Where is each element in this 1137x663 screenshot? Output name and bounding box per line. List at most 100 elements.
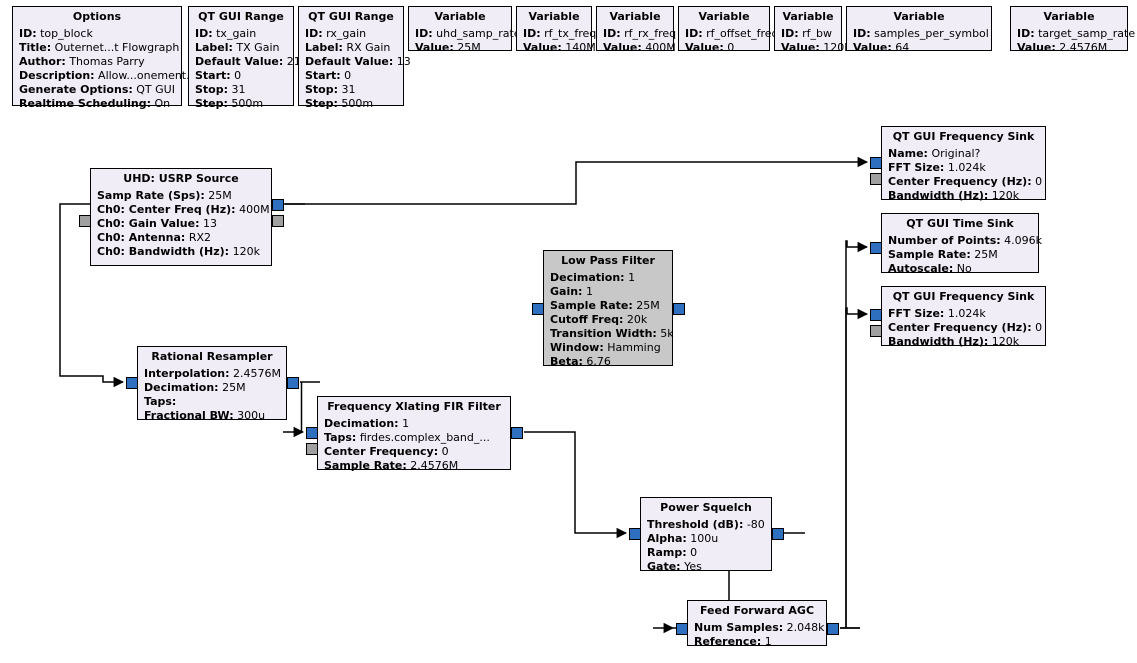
param-key: Value: [603,41,642,54]
block-title: Frequency Xlating FIR Filter [318,397,510,415]
block-xlat[interactable]: Frequency Xlating FIR Filter Decimation: … [317,396,511,470]
block-rx_gain[interactable]: QT GUI RangeID: rx_gainLabel: RX GainDef… [298,6,404,106]
param-row: Alpha: 100u [647,532,765,546]
block-tx_gain[interactable]: QT GUI RangeID: tx_gainLabel: TX GainDef… [188,6,294,106]
port-in[interactable] [870,309,882,321]
param-key: Label: [195,41,233,54]
param-key: Value: [1017,41,1056,54]
param-value: 120k [988,189,1019,202]
param-row: Value: 140M [523,41,585,55]
block-params: FFT Size: 1.024kCenter Frequency (Hz): 0… [882,305,1045,353]
block-tsink[interactable]: QT GUI Time SinkNumber of Points: 4.096k… [881,213,1039,273]
block-fsink1[interactable]: QT GUI Frequency SinkName: Original?FFT … [881,126,1046,200]
block-rresamp[interactable]: Rational ResamplerInterpolation: 2.4576M… [137,346,287,420]
param-row: ID: samples_per_symbol [853,27,985,41]
port-in[interactable] [676,623,688,635]
block-v_txf[interactable]: VariableID: rf_tx_freqValue: 140M [516,6,592,51]
param-row: Decimation: 1 [324,417,504,431]
param-row: Sample Rate: 25M [550,299,666,313]
param-key: Sample Rate: [324,459,407,472]
param-row: Default Value: 13 [305,55,397,69]
port-in[interactable] [870,242,882,254]
port-out[interactable] [772,528,784,540]
block-v_bw[interactable]: VariableID: rf_bwValue: 120k [774,6,842,51]
block-title: Variable [409,7,511,25]
param-key: Decimation: [144,381,219,394]
block-title: Options [13,7,181,25]
param-row: Start: 0 [195,69,287,83]
port-out_data[interactable] [272,199,284,211]
block-options[interactable]: OptionsID: top_blockTitle: Outernet...t … [12,6,182,106]
param-row: Beta: 6.76 [550,355,666,369]
param-key: Number of Points: [888,234,1001,247]
block-params: Samp Rate (Sps): 25MCh0: Center Freq (Hz… [91,187,271,263]
port-in_msg[interactable] [79,215,91,227]
param-key: Beta: [550,355,583,368]
block-squelch[interactable]: Power SquelchThreshold (dB): -80Alpha: 1… [640,497,772,571]
param-row: Decimation: 25M [144,381,280,395]
param-key: Default Value: [305,55,393,68]
block-agc[interactable]: Feed Forward AGCNum Samples: 2.048kRefer… [687,600,827,646]
block-v_tsr[interactable]: VariableID: target_samp_rateValue: 2.457… [1010,6,1128,51]
param-key: ID: [1017,27,1035,40]
param-key: Stop: [195,83,228,96]
param-row: Value: 120k [781,41,835,55]
param-value: 25M [971,248,998,261]
param-value: uhd_samp_rate [433,27,521,40]
port-out[interactable] [673,303,685,315]
param-row: Center Frequency (Hz): 0 [888,175,1039,189]
block-lpf[interactable]: Low Pass FilterDecimation: 1Gain: 1Sampl… [543,250,673,366]
param-row: ID: rf_bw [781,27,835,41]
param-value: 2.4576M [1056,41,1107,54]
param-key: Bandwidth (Hz): [888,335,988,348]
param-row: Value: 64 [853,41,985,55]
param-value: 1.024k [944,307,985,320]
param-key: Start: [195,69,231,82]
param-value: 20k [623,313,647,326]
param-value: 64 [892,41,910,54]
block-title: QT GUI Range [189,7,293,25]
param-row: Sample Rate: 2.4576M [324,459,504,473]
param-row: Center Frequency: 0 [324,445,504,459]
port-out_msg[interactable] [272,215,284,227]
block-v_sps[interactable]: VariableID: samples_per_symbolValue: 64 [846,6,992,51]
param-value: 31 [228,83,246,96]
port-in[interactable] [532,303,544,315]
port-in[interactable] [629,528,641,540]
param-value: Allow...onement. [95,69,190,82]
edge [285,162,867,204]
param-row: Step: 500m [305,97,397,111]
port-out[interactable] [511,427,523,439]
port-out[interactable] [287,377,299,389]
block-v_uhd[interactable]: VariableID: uhd_samp_rateValue: 25M [408,6,512,51]
param-key: Decimation: [324,417,399,430]
param-value: QT GUI [133,83,175,96]
param-value: Outernet...t Flowgraph [51,41,179,54]
param-key: Generate Options: [19,83,133,96]
block-usrp[interactable]: UHD: USRP SourceSamp Rate (Sps): 25MCh0:… [90,168,272,266]
param-row: Value: 25M [415,41,505,55]
param-key: Fractional BW: [144,409,234,422]
port-in[interactable] [126,377,138,389]
param-key: Transition Width: [550,327,657,340]
port-in_msg[interactable] [306,443,318,455]
param-key: Start: [305,69,341,82]
param-row: ID: rf_rx_freq [603,27,667,41]
param-key: Label: [305,41,343,54]
block-v_rxf[interactable]: VariableID: rf_rx_freqValue: 400M [596,6,674,51]
param-row: Gate: Yes [647,560,765,574]
param-key: ID: [603,27,621,40]
param-key: ID: [781,27,799,40]
block-params: Threshold (dB): -80Alpha: 100uRamp: 0Gat… [641,516,771,578]
block-v_off[interactable]: VariableID: rf_offset_freqValue: 0 [678,6,770,51]
param-key: Decimation: [550,271,625,284]
block-fsink2[interactable]: QT GUI Frequency SinkFFT Size: 1.024kCen… [881,286,1046,346]
port-in[interactable] [870,157,882,169]
param-value: 0 [1032,175,1043,188]
port-out[interactable] [827,623,839,635]
port-in_msg[interactable] [870,173,882,185]
param-key: Sample Rate: [888,248,971,261]
param-row: Cutoff Freq: 20k [550,313,666,327]
port-in[interactable] [306,427,318,439]
port-in_msg[interactable] [870,325,882,337]
